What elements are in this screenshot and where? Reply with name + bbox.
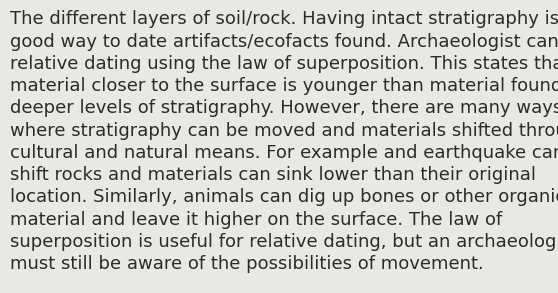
Text: material and leave it higher on the surface. The law of: material and leave it higher on the surf… — [10, 211, 502, 229]
Text: relative dating using the law of superposition. This states that: relative dating using the law of superpo… — [10, 55, 558, 73]
Text: where stratigraphy can be moved and materials shifted through: where stratigraphy can be moved and mate… — [10, 122, 558, 139]
Text: location. Similarly, animals can dig up bones or other organic: location. Similarly, animals can dig up … — [10, 188, 558, 206]
Text: superposition is useful for relative dating, but an archaeologist: superposition is useful for relative dat… — [10, 233, 558, 251]
Text: deeper levels of stratigraphy. However, there are many ways: deeper levels of stratigraphy. However, … — [10, 99, 558, 117]
Text: must still be aware of the possibilities of movement.: must still be aware of the possibilities… — [10, 255, 484, 273]
Text: material closer to the surface is younger than material found in: material closer to the surface is younge… — [10, 77, 558, 95]
Text: shift rocks and materials can sink lower than their original: shift rocks and materials can sink lower… — [10, 166, 536, 184]
Text: cultural and natural means. For example and earthquake can: cultural and natural means. For example … — [10, 144, 558, 162]
Text: The different layers of soil/rock. Having intact stratigraphy is a: The different layers of soil/rock. Havin… — [10, 10, 558, 28]
Text: good way to date artifacts/ecofacts found. Archaeologist can use: good way to date artifacts/ecofacts foun… — [10, 33, 558, 50]
